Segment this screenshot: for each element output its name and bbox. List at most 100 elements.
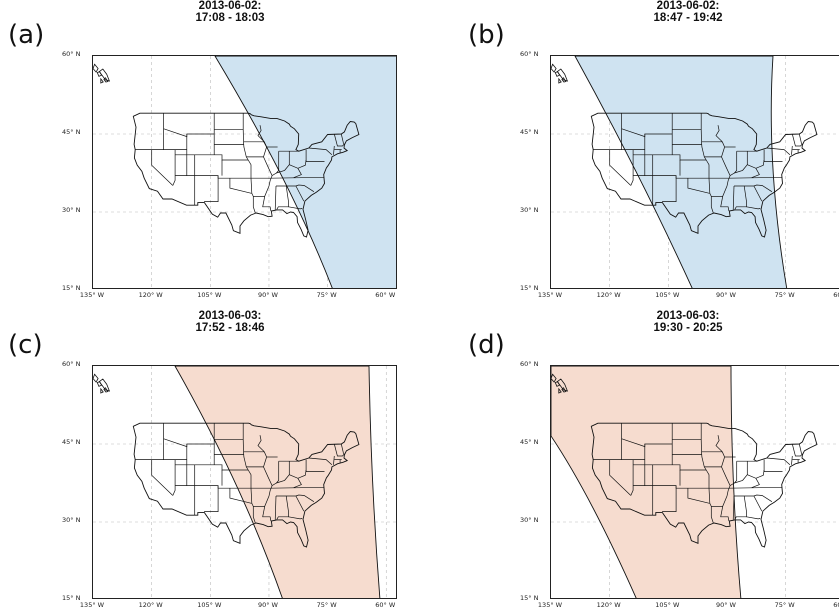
- map-panel-c: [92, 365, 397, 599]
- state-boundary: [720, 141, 731, 212]
- state-boundary: [295, 495, 305, 512]
- state-boundary: [766, 457, 791, 466]
- longitude-tick-label: 75° W: [316, 601, 337, 609]
- latitude-tick-label: 30° N: [62, 206, 81, 214]
- longitude-tick-label: 135° W: [79, 601, 105, 609]
- longitude-tick-label: 105° W: [197, 291, 222, 299]
- longitude-tick-label: 135° W: [537, 601, 563, 609]
- state-boundary: [204, 485, 219, 512]
- state-boundary: [151, 149, 174, 186]
- alaska-panhandle-island: [554, 381, 561, 387]
- state-boundary: [242, 113, 256, 214]
- state-boundary: [229, 488, 252, 504]
- state-boundary: [609, 459, 632, 496]
- state-boundary: [163, 438, 215, 448]
- state-boundary: [729, 151, 738, 176]
- latitude-tick-label: 15° N: [62, 594, 81, 602]
- longitude-tick-label: 90° W: [715, 601, 736, 609]
- us-coastline: [132, 112, 360, 238]
- state-boundary: [763, 459, 783, 472]
- state-boundary: [293, 478, 302, 489]
- latitude-tick-label: 60° N: [62, 360, 81, 368]
- state-boundary: [700, 113, 714, 214]
- latitude-tick-label: 15° N: [62, 284, 81, 292]
- latitude-tick-label: 30° N: [62, 516, 81, 524]
- state-boundary: [609, 149, 632, 186]
- alaska-panhandle-island: [103, 77, 109, 83]
- longitude-tick-label: 135° W: [537, 291, 563, 299]
- map-canvas-a: [93, 56, 396, 288]
- alaska-panhandle-island: [96, 381, 103, 387]
- state-boundary: [798, 443, 802, 454]
- panel-title-b: 2013-06-02: 18:47 - 19:42: [568, 0, 808, 24]
- latitude-tick-label: 45° N: [520, 128, 539, 136]
- state-boundary: [276, 495, 289, 520]
- longitude-tick-label: 90° W: [715, 291, 736, 299]
- state-boundary: [791, 133, 803, 147]
- state-boundary: [753, 185, 763, 202]
- alaska-panhandle-island: [93, 63, 99, 73]
- latitude-tick-label: 60° N: [520, 360, 539, 368]
- state-boundary: [333, 133, 345, 147]
- alaska-panhandle-island: [558, 387, 562, 394]
- state-boundary: [308, 147, 333, 156]
- state-boundary: [746, 516, 761, 520]
- state-boundary: [262, 451, 273, 522]
- state-boundary: [151, 459, 174, 496]
- state-boundary: [791, 145, 793, 155]
- state-boundary: [746, 206, 761, 210]
- longitude-tick-label: 120° W: [138, 601, 163, 609]
- state-boundary: [633, 464, 707, 471]
- latitude-tick-label: 45° N: [62, 128, 81, 136]
- latitude-tick-label: 60° N: [520, 50, 539, 58]
- state-boundary: [276, 184, 315, 192]
- alaska-panhandle-island: [103, 387, 109, 393]
- panel-title-a-date: 2013-06-02:: [198, 0, 262, 12]
- state-boundary: [791, 443, 803, 457]
- map-panel-a: [92, 55, 397, 289]
- alaska-panhandle-island: [554, 71, 561, 77]
- state-boundary: [276, 469, 307, 484]
- state-boundary: [293, 168, 302, 179]
- map-canvas-c: [93, 366, 396, 598]
- longitude-tick-label: 90° W: [257, 601, 278, 609]
- panel-title-c-date: 2013-06-03:: [198, 310, 262, 322]
- latitude-tick-label: 15° N: [520, 594, 539, 602]
- state-boundary: [715, 125, 723, 143]
- state-boundary: [229, 178, 252, 194]
- state-boundary: [734, 184, 773, 192]
- state-boundary: [257, 125, 265, 143]
- latitude-tick-label: 30° N: [520, 206, 539, 214]
- state-boundary: [734, 494, 773, 502]
- observation-swath-d: [551, 366, 742, 598]
- state-boundary: [630, 459, 634, 496]
- state-boundary: [175, 154, 249, 161]
- state-boundary: [333, 455, 335, 465]
- longitude-tick-label: 60° W: [833, 291, 839, 299]
- panel-title-b-time: 18:47 - 19:42: [653, 12, 723, 24]
- state-boundary: [262, 141, 273, 212]
- state-boundary: [288, 516, 303, 520]
- state-boundary: [276, 159, 307, 174]
- longitude-tick-label: 135° W: [79, 291, 105, 299]
- alaska-panhandle-island: [558, 77, 562, 84]
- panel-title-d-date: 2013-06-03:: [656, 310, 720, 322]
- state-boundary: [766, 147, 791, 156]
- state-boundary: [791, 455, 793, 465]
- us-coastline: [590, 422, 818, 548]
- state-boundary: [751, 168, 760, 179]
- alaska-panhandle-island: [100, 77, 104, 84]
- state-boundary: [700, 423, 714, 524]
- latitude-tick-label: 30° N: [520, 516, 539, 524]
- state-boundary: [340, 133, 344, 144]
- state-boundary: [734, 159, 765, 174]
- longitude-tick-label: 60° W: [833, 601, 839, 609]
- alaska-panhandle-island: [100, 387, 104, 394]
- state-boundary: [732, 495, 735, 521]
- us-coastline: [132, 422, 360, 548]
- longitude-tick-label: 120° W: [596, 291, 621, 299]
- map-canvas-d: [551, 366, 839, 598]
- us-coastline: [590, 112, 818, 238]
- longitude-tick-label: 60° W: [375, 291, 396, 299]
- state-boundary: [295, 185, 305, 202]
